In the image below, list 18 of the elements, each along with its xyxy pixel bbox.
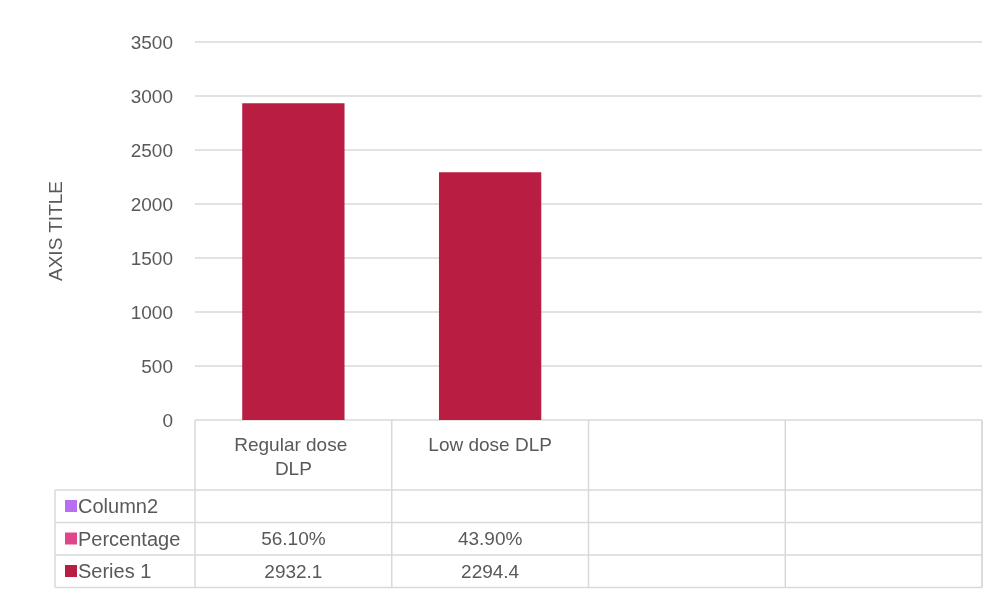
y-tick-label: 3500	[130, 31, 173, 53]
y-tick-label: 3000	[130, 85, 173, 107]
y-tick-label: 1000	[130, 301, 173, 323]
y-tick-label: 1500	[130, 247, 173, 269]
y-tick-label: 2000	[130, 193, 173, 215]
legend-label: Column2	[78, 495, 159, 517]
x-tick-label: Low dose DLP	[428, 433, 552, 455]
data-label: 2294.4	[461, 560, 520, 582]
y-tick-label: 0	[162, 409, 173, 431]
y-tick-label: 500	[141, 355, 173, 377]
data-label: 56.10%	[261, 528, 326, 550]
data-label: 43.90%	[457, 528, 523, 550]
y-axis-title: AXIS TITLE	[45, 181, 66, 281]
legend-label: Percentage	[78, 527, 181, 550]
data-label: 2932.1	[264, 560, 323, 582]
x-tick-label: Regular dose DLP	[234, 433, 353, 479]
y-tick-label: 2500	[130, 139, 173, 161]
legend-label: Series 1	[78, 560, 152, 582]
